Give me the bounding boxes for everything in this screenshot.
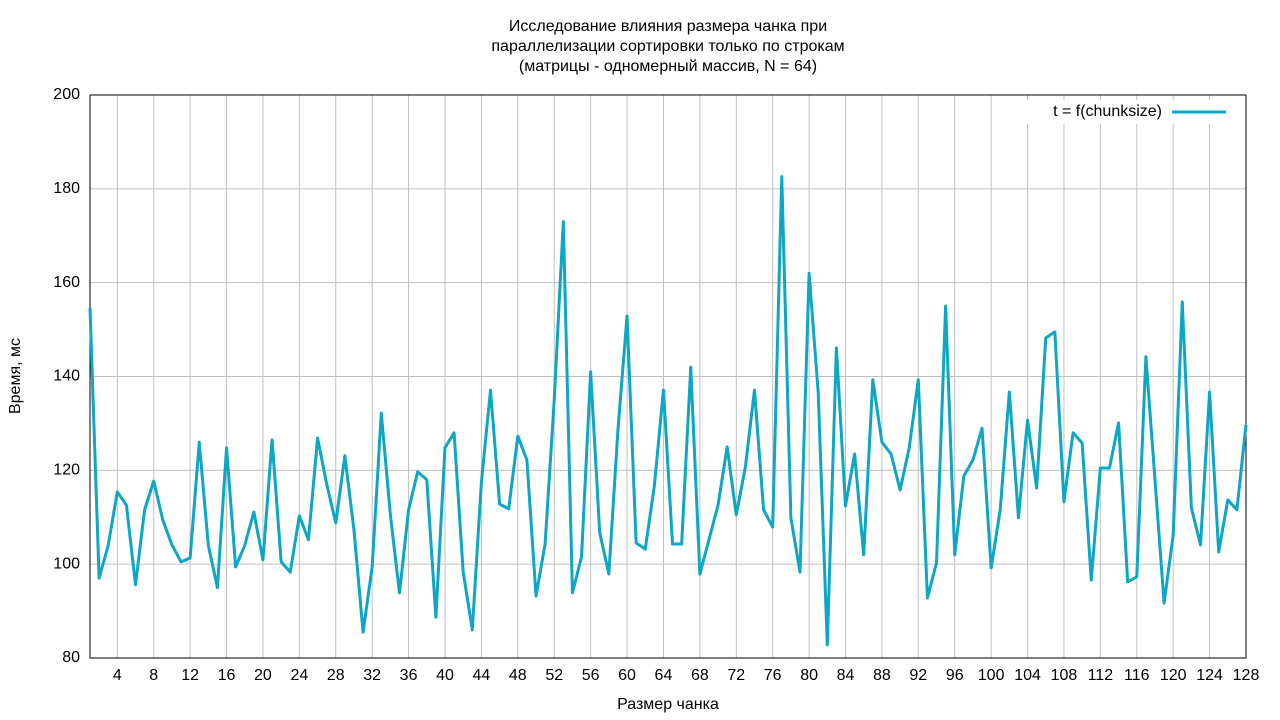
- x-tick-label: 24: [290, 667, 308, 684]
- legend-label: t = f(chunksize): [1053, 103, 1162, 120]
- x-tick-label: 108: [1051, 667, 1078, 684]
- x-tick-label: 60: [618, 667, 636, 684]
- x-tick-label: 52: [545, 667, 563, 684]
- y-tick-label: 140: [53, 368, 80, 385]
- y-axis-label: Время, мс: [7, 338, 24, 414]
- y-tick-label: 180: [53, 180, 80, 197]
- y-tick-label: 120: [53, 462, 80, 479]
- x-tick-label: 124: [1196, 667, 1223, 684]
- x-tick-label: 76: [764, 667, 782, 684]
- x-tick-label: 28: [327, 667, 345, 684]
- x-tick-label: 92: [909, 667, 927, 684]
- x-tick-label: 64: [655, 667, 673, 684]
- x-tick-label: 120: [1160, 667, 1187, 684]
- chart-title: (матрицы - одномерный массив, N = 64): [519, 58, 817, 75]
- data-line: [88, 175, 1248, 647]
- x-tick-label: 40: [436, 667, 454, 684]
- x-tick-label: 16: [218, 667, 236, 684]
- x-tick-label: 56: [582, 667, 600, 684]
- x-tick-label: 8: [149, 667, 158, 684]
- x-tick-label: 88: [873, 667, 891, 684]
- plot-border: [89, 94, 1247, 659]
- x-tick-label: 48: [509, 667, 527, 684]
- x-tick-label: 116: [1124, 667, 1150, 684]
- y-tick-label: 80: [62, 649, 80, 666]
- x-tick-label: 100: [978, 667, 1005, 684]
- x-tick-label: 96: [946, 667, 964, 684]
- x-tick-label: 44: [473, 667, 491, 684]
- x-axis-label: Размер чанка: [617, 696, 719, 713]
- x-tick-label: 12: [181, 667, 199, 684]
- x-tick-label: 20: [254, 667, 272, 684]
- x-tick-label: 112: [1088, 667, 1114, 684]
- x-tick-label: 128: [1233, 667, 1260, 684]
- y-tick-label: 100: [53, 555, 80, 572]
- y-tick-label: 160: [53, 274, 80, 291]
- x-tick-label: 80: [800, 667, 818, 684]
- x-tick-label: 4: [113, 667, 122, 684]
- chart-title: Исследование влияния размера чанка при: [509, 18, 827, 35]
- x-tick-label: 72: [727, 667, 745, 684]
- chart-title: параллелизации сортировки только по стро…: [491, 38, 844, 55]
- x-tick-label: 32: [363, 667, 381, 684]
- x-tick-label: 68: [691, 667, 709, 684]
- x-tick-label: 84: [837, 667, 855, 684]
- y-tick-label: 200: [53, 86, 80, 103]
- x-tick-label: 104: [1014, 667, 1041, 684]
- x-tick-label: 36: [400, 667, 418, 684]
